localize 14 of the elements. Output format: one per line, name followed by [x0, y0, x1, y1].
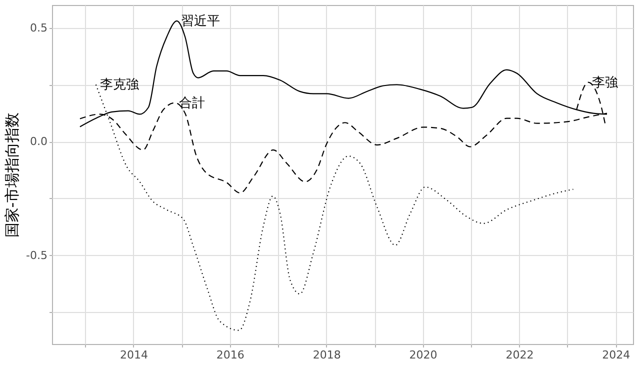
series-label: 合計 [178, 96, 205, 111]
x-tick-label: 2022 [506, 348, 534, 362]
series-label: 李強 [592, 75, 618, 90]
x-tick-label: 2024 [602, 348, 630, 362]
y-tick-label: 0.5 [30, 21, 48, 34]
y-axis-title: 国家-市場指向指数 [3, 112, 22, 238]
series-label: 李克強 [100, 78, 139, 93]
series-label: 習近平 [180, 14, 220, 29]
x-tick-label: 2014 [120, 348, 148, 362]
x-tick-label: 2016 [216, 348, 244, 362]
y-tick-label: -0.5 [26, 248, 48, 262]
x-tick-label: 2020 [409, 348, 438, 362]
x-tick-label: 2018 [312, 348, 341, 362]
y-tick-label: 0.0 [30, 135, 48, 148]
